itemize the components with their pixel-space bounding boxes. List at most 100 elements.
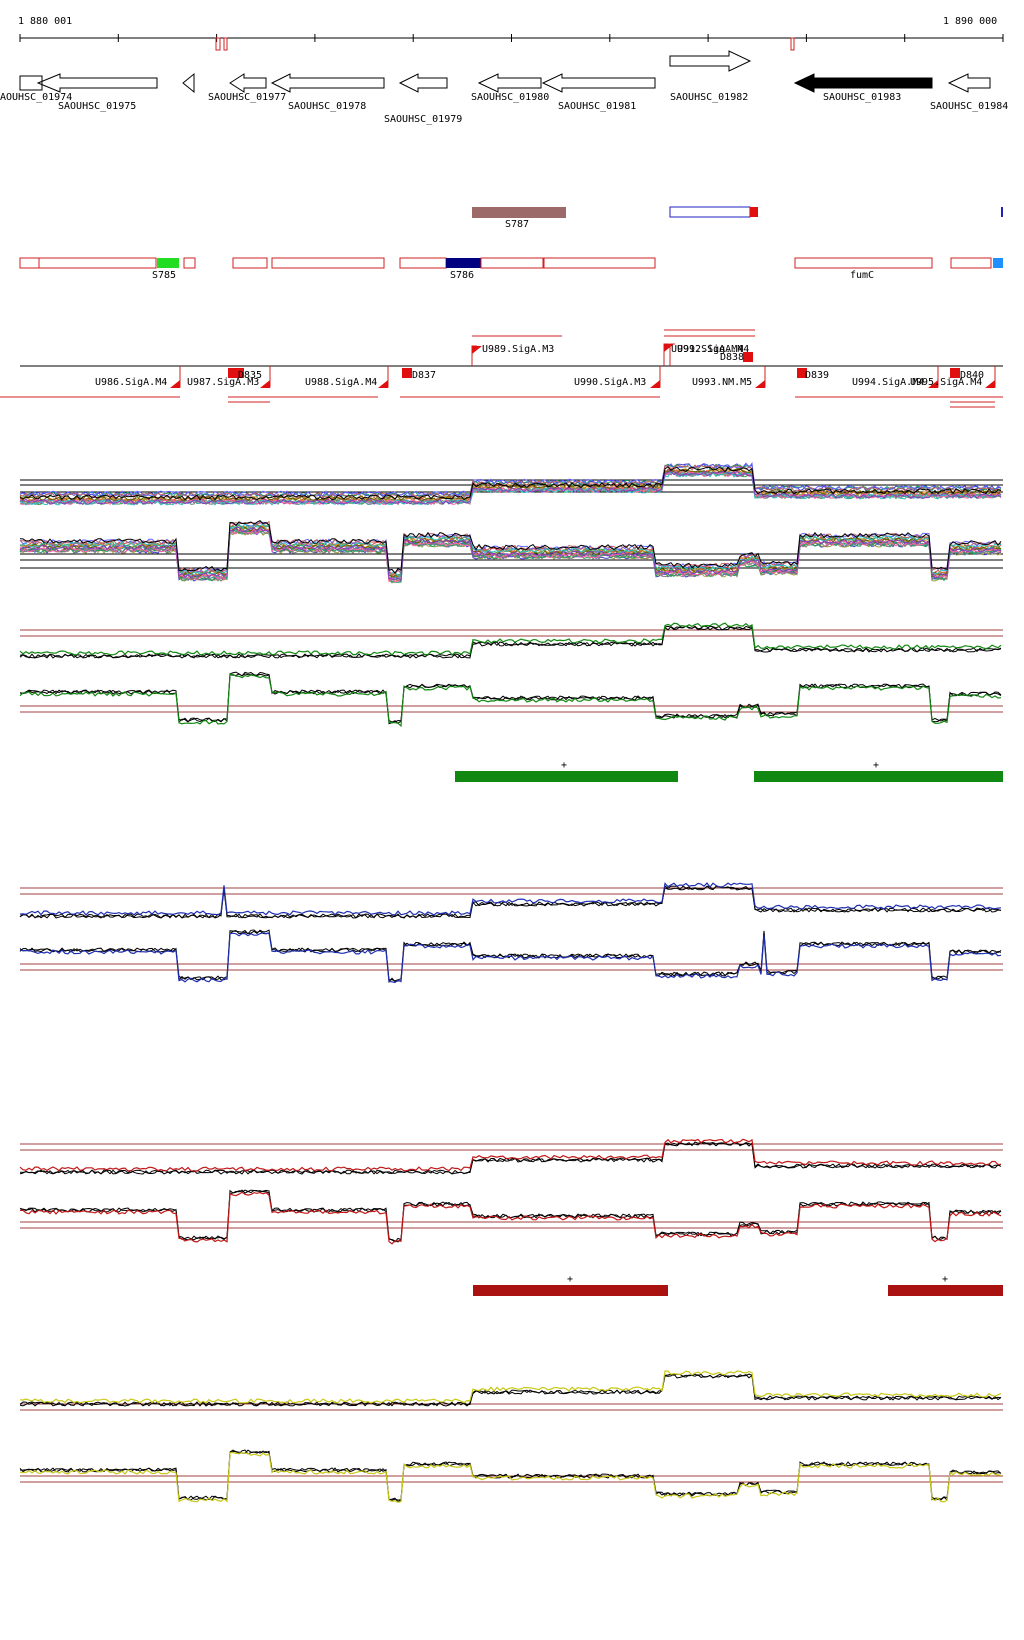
expression-line — [19, 1451, 1002, 1503]
segment-bar[interactable] — [455, 771, 678, 782]
gene-label: SAOUHSC_01977 — [208, 92, 286, 103]
gene-label: AOUHSC_01974 — [0, 92, 72, 103]
promoter-label: U986.SigA.M4 — [95, 377, 167, 388]
track-green-condition — [19, 622, 1003, 728]
expression-line — [19, 1189, 1002, 1243]
ruler-end-label: 1 890 000 — [943, 16, 997, 27]
segment-track-red: + + — [473, 1274, 1003, 1296]
gene-saouhsc-01982[interactable]: SAOUHSC_01982 — [669, 50, 752, 103]
gene-small-arrow[interactable] — [182, 72, 195, 94]
gene-label: SAOUHSC_01981 — [558, 101, 636, 112]
gene-saouhsc-01975[interactable]: SAOUHSC_01975 — [36, 73, 158, 112]
expression-line — [19, 467, 1002, 503]
promoter-label: D837 — [412, 370, 436, 381]
track-red-condition — [19, 1138, 1003, 1245]
gene-saouhsc-01981[interactable]: SAOUHSC_01981 — [541, 73, 656, 112]
expression-line — [19, 1449, 1002, 1501]
segment-strand-mark: + — [942, 1274, 948, 1285]
gene-saouhsc-01980[interactable]: SAOUHSC_01980 — [471, 73, 549, 103]
promoter-label: D840 — [960, 370, 984, 381]
gene-saouhsc-01984[interactable]: SAOUHSC_01984 — [930, 73, 1008, 112]
gene-label: SAOUHSC_01983 — [823, 92, 901, 103]
expression-line — [19, 671, 1002, 725]
feature-blue-outline[interactable] — [669, 206, 1003, 218]
feature-label-fumc: fumC — [850, 270, 874, 281]
gene-label: SAOUHSC_01979 — [384, 114, 462, 125]
promoter-label: U991.SigA.M4 — [671, 344, 743, 355]
expression-line — [19, 526, 1002, 581]
expression-line — [19, 467, 1002, 502]
expression-line — [19, 520, 1002, 575]
ruler-ticks — [19, 34, 1004, 42]
expression-line — [19, 1141, 1002, 1175]
segment-bar[interactable] — [888, 1285, 1003, 1296]
expression-line — [19, 519, 1002, 574]
gene-saouhsc-01974[interactable]: AOUHSC_01974 — [0, 75, 72, 103]
gene-saouhsc-01979[interactable]: SAOUHSC_01979 — [384, 73, 462, 125]
promoter-label: U994.SigA.M4 — [852, 377, 924, 388]
promoter-label: D838 — [720, 352, 744, 363]
ruler-start-label: 1 880 001 — [18, 16, 72, 27]
promoter-label: U992.SigA.M4 — [677, 344, 749, 355]
segment-bar[interactable] — [473, 1285, 668, 1296]
expression-line — [19, 885, 1002, 919]
promoter-label: U995.SigA.M4 — [910, 377, 982, 388]
feature-label-s786: S786 — [450, 270, 474, 281]
expression-line — [19, 524, 1002, 578]
feature-label-s785: S785 — [152, 270, 176, 281]
feature-s787[interactable]: S787 — [472, 207, 566, 230]
expression-line — [19, 929, 1002, 982]
gene-saouhsc-01983[interactable]: SAOUHSC_01983 — [793, 73, 933, 103]
expression-line — [19, 1370, 1002, 1404]
track-yellow-condition — [19, 1370, 1003, 1503]
gene-label: SAOUHSC_01975 — [58, 101, 136, 112]
expression-line — [19, 528, 1002, 583]
segment-strand-mark: + — [873, 760, 879, 771]
promoter-lines — [0, 329, 1003, 408]
segment-strand-mark: + — [561, 760, 567, 771]
gene-track: AOUHSC_01974 SAOUHSC_01975 SAOUHSC_01977… — [0, 50, 1008, 125]
ruler-marker — [215, 37, 795, 51]
coordinate-ruler: 1 880 001 1 890 000 — [18, 16, 1004, 51]
segment-bar[interactable] — [754, 771, 1003, 782]
feature-row-lower: S785 S786 fumC — [19, 257, 1003, 281]
gene-saouhsc-01978[interactable]: SAOUHSC_01978 — [270, 73, 385, 112]
gene-label: SAOUHSC_01980 — [471, 92, 549, 103]
expression-line — [19, 1373, 1002, 1407]
promoter-label: U990.SigA.M3 — [574, 377, 646, 388]
expression-line — [19, 1373, 1002, 1407]
promoter-markers — [170, 344, 995, 388]
track-all-conditions — [19, 461, 1003, 584]
feature-label: S787 — [505, 219, 529, 230]
expression-line — [19, 885, 1002, 919]
gene-saouhsc-01977[interactable]: SAOUHSC_01977 — [208, 73, 286, 103]
gene-label: SAOUHSC_01982 — [670, 92, 748, 103]
expression-line — [19, 625, 1002, 659]
promoter-track: U986.SigA.M4 U987.SigA.M3 D835 U988.SigA… — [0, 329, 1003, 408]
promoter-label: D839 — [805, 370, 829, 381]
expression-line — [19, 932, 1002, 984]
promoter-label: U987.SigA.M3 — [187, 377, 259, 388]
segment-strand-mark: + — [567, 1274, 573, 1285]
expression-line — [19, 1189, 1002, 1243]
expression-line — [20, 1191, 1002, 1245]
promoter-label: U989.SigA.M3 — [482, 344, 554, 355]
expression-line — [19, 466, 1002, 501]
expression-line — [19, 1138, 1002, 1172]
expression-line — [19, 625, 1002, 659]
gene-label: SAOUHSC_01978 — [288, 101, 366, 112]
promoter-label: U988.SigA.M4 — [305, 377, 377, 388]
promoter-label: D835 — [238, 370, 262, 381]
expression-line — [19, 523, 1002, 577]
gene-label: SAOUHSC_01984 — [930, 101, 1008, 112]
expression-line — [19, 471, 1002, 506]
expression-line — [19, 673, 1002, 728]
expression-line — [19, 622, 1002, 656]
expression-line — [19, 882, 1002, 916]
expression-tracks — [19, 461, 1003, 1503]
segment-track-green: + + — [455, 760, 1003, 782]
track-blue-condition — [19, 882, 1003, 984]
expression-line — [19, 470, 1002, 505]
promoter-label: U993.NM.M5 — [692, 377, 752, 388]
